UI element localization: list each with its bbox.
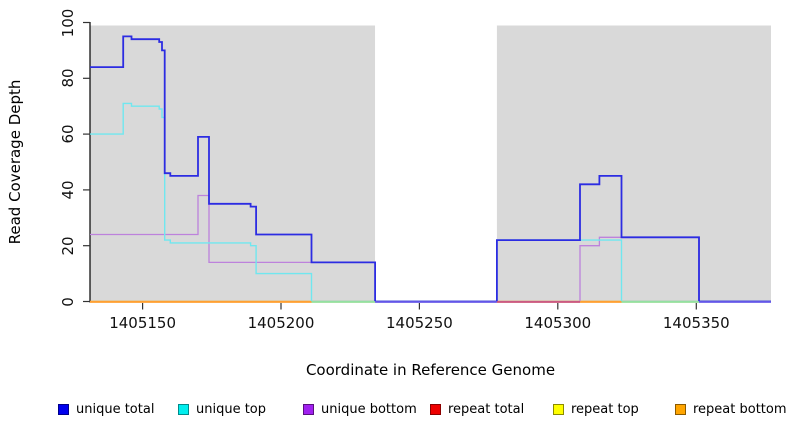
legend-item-repeat-total: repeat total: [430, 401, 524, 417]
y-tick-label: 40: [59, 180, 77, 200]
legend-label: unique total: [76, 401, 155, 417]
legend-swatch-repeat-total: [430, 403, 441, 415]
legend-swatch-unique-top: [178, 403, 189, 415]
gap-band: [375, 25, 497, 303]
plot-bg-right: [496, 25, 771, 303]
plot-bg-left: [90, 25, 376, 303]
legend-label: repeat bottom: [693, 401, 787, 417]
legend-swatch-unique-bottom: [303, 403, 314, 415]
x-tick-label: 1405350: [662, 314, 730, 332]
legend-item-repeat-bottom: repeat bottom: [675, 401, 787, 417]
y-tick-label: 100: [59, 8, 77, 37]
legend-item-unique-total: unique total: [58, 401, 154, 417]
legend-label: repeat total: [448, 401, 525, 417]
y-tick-label: 20: [59, 236, 77, 256]
x-axis-title: Coordinate in Reference Genome: [305, 361, 556, 379]
y-tick-label: 60: [59, 124, 77, 144]
y-tick-label: 0: [59, 296, 77, 307]
legend-label: unique bottom: [321, 401, 417, 417]
y-axis-title: Read Coverage Depth: [6, 79, 24, 245]
legend-item-unique-top: unique top: [178, 401, 266, 417]
legend-label: repeat top: [571, 401, 639, 417]
y-tick-label: 80: [59, 68, 77, 88]
x-tick-label: 1405200: [247, 314, 315, 332]
legend-label: unique top: [196, 401, 267, 417]
x-tick-label: 1405150: [109, 314, 176, 332]
legend-swatch-repeat-top: [553, 403, 564, 415]
legend-item-unique-bottom: unique bottom: [303, 401, 417, 417]
series-unique-total-line: [90, 35, 771, 303]
legend-swatch-unique-total: [58, 403, 69, 415]
legend-item-repeat-top: repeat top: [553, 401, 639, 417]
x-tick-label: 1405250: [385, 314, 453, 332]
x-tick-label: 1405300: [524, 314, 592, 332]
legend-swatch-repeat-bottom: [675, 403, 686, 415]
